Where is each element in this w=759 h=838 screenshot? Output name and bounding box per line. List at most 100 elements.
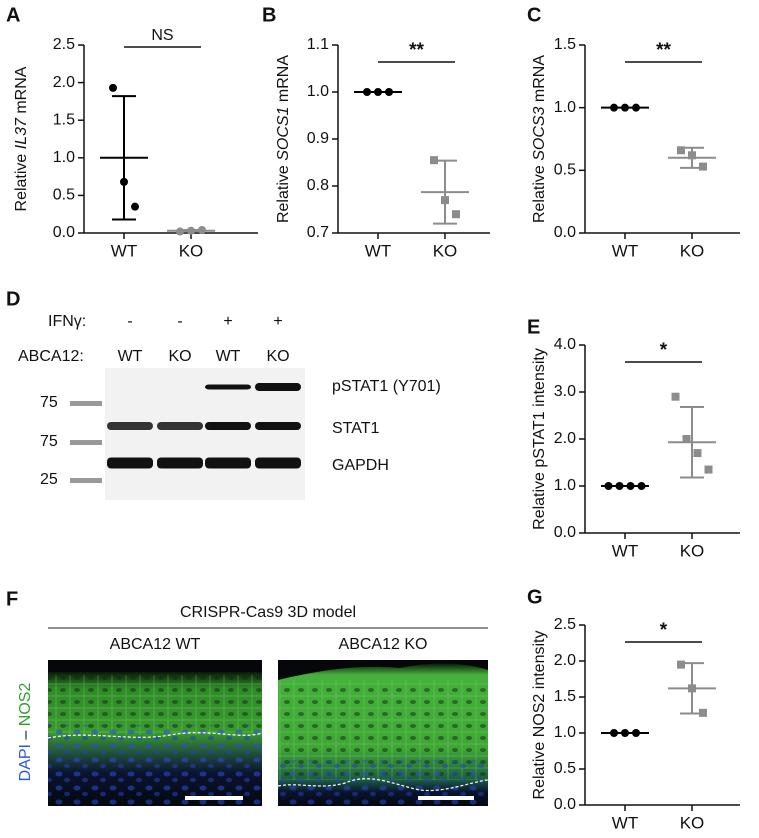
panel-letter: B: [262, 4, 276, 26]
marker-band: [70, 401, 102, 406]
significance-label: *: [660, 620, 668, 641]
micrographs: [47, 627, 489, 806]
protein-band: [255, 383, 301, 391]
genotype-label: ABCA12:: [18, 348, 84, 365]
model-label: CRISPR-Cas9 3D model: [180, 604, 356, 621]
data-point: [131, 202, 139, 211]
data-point: [677, 146, 685, 155]
y-axis-label: Relative SOCS1 mRNA: [275, 55, 292, 223]
y-axis-label: Relative IL37 mRNA: [13, 66, 30, 211]
x-tick-label: WT: [612, 813, 638, 832]
y-tick-label: 1.0: [53, 149, 75, 166]
y-tick-label: 0.5: [53, 187, 75, 204]
data-point: [452, 210, 460, 219]
y-tick-label: 2.5: [53, 36, 75, 53]
y-axis-label-part: Relative: [531, 161, 548, 223]
y-axis-label-part: mRNA: [531, 55, 548, 107]
y-tick-label: 4.0: [554, 336, 576, 353]
genotype: WT: [216, 348, 241, 365]
y-axis-label-part: Relative NOS2 intensity: [531, 631, 548, 800]
y-tick-label: 1.0: [554, 477, 576, 494]
panel-letter: F: [6, 588, 18, 610]
panel-letter: E: [527, 316, 540, 338]
y-tick-label: 2.0: [53, 74, 75, 91]
size-marker: 75: [40, 433, 58, 450]
treatment-label: IFNγ:: [48, 313, 86, 330]
y-axis-label-part: IL37: [13, 117, 30, 149]
y-tick-label: 0.5: [554, 760, 576, 777]
band-label: STAT1: [332, 420, 380, 437]
x-tick-label: WT: [111, 241, 137, 260]
band-label: GAPDH: [332, 457, 389, 474]
y-axis-label-part: mRNA: [275, 55, 292, 107]
y-tick-label: 2.0: [554, 430, 576, 447]
y-axis-label-part: Relative pSTAT1 intensity: [531, 348, 548, 530]
protein-band: [255, 457, 301, 469]
x-tick-label: WT: [612, 541, 638, 560]
y-axis-label-part: Relative: [275, 161, 292, 223]
data-point: [704, 465, 713, 474]
size-marker: 25: [40, 471, 58, 488]
stain-label: DAPI – NOS2: [17, 683, 34, 782]
image-label: ABCA12 KO: [339, 636, 428, 653]
panel-letter: D: [6, 288, 20, 310]
x-tick-label: KO: [680, 241, 705, 260]
data-point: [693, 449, 702, 458]
y-tick-label: 2.5: [554, 616, 576, 633]
y-tick-label: 0.0: [554, 796, 576, 813]
y-tick-label: 0.0: [53, 224, 75, 241]
treatment: +: [223, 313, 232, 330]
y-axis-label-part: Relative: [13, 149, 30, 211]
treatment: -: [177, 313, 182, 330]
protein-band: [107, 422, 153, 430]
data-point: [699, 162, 707, 171]
marker-band: [70, 440, 102, 445]
stain-part: –: [17, 726, 34, 744]
significance-label: NS: [151, 27, 173, 44]
x-tick-label: KO: [433, 241, 458, 260]
image-label: ABCA12 WT: [110, 636, 201, 653]
y-tick-label: 0.9: [307, 130, 329, 147]
size-marker: 75: [40, 394, 58, 411]
data-point: [671, 392, 680, 401]
y-tick-label: 1.1: [307, 36, 329, 53]
y-tick-label: 0.8: [307, 177, 329, 194]
panel-letter: A: [6, 4, 20, 26]
treatment: -: [127, 313, 132, 330]
y-tick-label: 3.0: [554, 383, 576, 400]
y-axis-label-part: SOCS3: [531, 106, 548, 160]
y-tick-label: 0.7: [307, 224, 329, 241]
western-blot: [105, 368, 305, 500]
y-axis-label-part: SOCS1: [275, 107, 292, 161]
data-point: [682, 435, 691, 443]
protein-band: [157, 457, 203, 469]
data-point: [109, 83, 117, 92]
stain-part: NOS2: [17, 683, 34, 727]
y-tick-label: 1.5: [53, 111, 75, 128]
protein-band: [107, 457, 153, 469]
x-tick-label: KO: [179, 241, 204, 260]
significance-label: **: [409, 40, 424, 61]
x-tick-label: KO: [680, 541, 705, 560]
protein-band: [255, 422, 301, 430]
x-tick-label: WT: [365, 241, 391, 260]
protein-band: [157, 422, 203, 430]
y-axis-label-part: mRNA: [13, 66, 30, 118]
protein-band: [205, 457, 251, 469]
protein-band: [205, 384, 251, 390]
genotype: WT: [118, 348, 143, 365]
y-tick-label: 1.0: [554, 724, 576, 741]
marker-band: [70, 478, 102, 483]
significance-label: **: [656, 40, 671, 61]
significance-label: *: [660, 340, 668, 361]
y-tick-label: 0.0: [554, 224, 576, 241]
y-axis-label: Relative NOS2 intensity: [531, 631, 548, 800]
panel-letter: G: [527, 586, 543, 608]
y-tick-label: 1.5: [554, 36, 576, 53]
y-tick-label: 0.0: [554, 524, 576, 541]
stain-part: DAPI: [17, 744, 34, 781]
panel-letter: C: [527, 4, 541, 26]
x-tick-label: KO: [680, 813, 705, 832]
treatment: +: [273, 313, 282, 330]
